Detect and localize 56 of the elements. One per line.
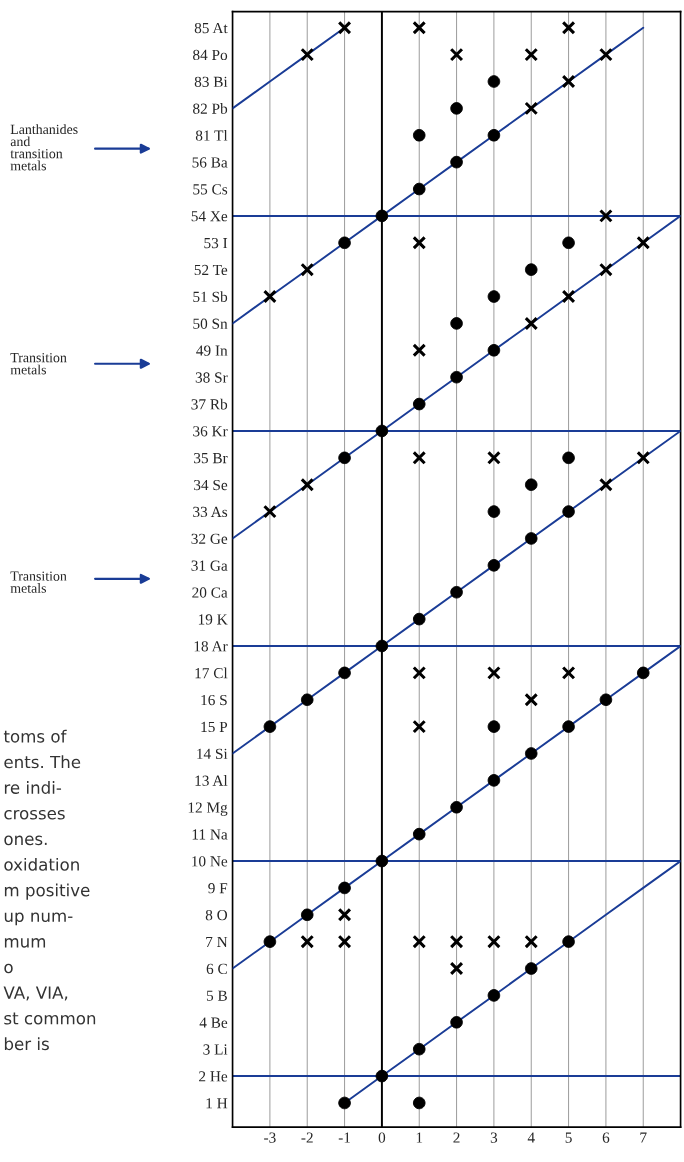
y-tick-label: 13 Al [195,775,228,786]
x-tick-label: -1 [338,1132,351,1143]
y-tick-label: 1 H [206,1098,228,1109]
y-tick-label: 12 Mg [188,802,228,816]
y-tick-label: 83 Bi [194,76,228,87]
x-tick-label: 5 [565,1132,572,1143]
text: Transition metals [10,571,67,593]
y-tick-label: 36 Kr [193,426,228,437]
y-tick-label: 33 As [193,506,228,518]
y-tick-label: 49 In [196,345,228,356]
y-tick-label: 14 Si [197,748,228,759]
x-tick-label: 1 [416,1132,423,1143]
y-tick-label: 56 Ba [192,157,228,168]
y-tick-label: 16 S [201,694,227,706]
y-tick-label: 37 Rb [191,398,228,410]
y-tick-label: 35 Br [194,453,228,464]
y-tick-label: 15 P [201,721,228,733]
y-tick-label: 5 B [206,990,227,1001]
y-tick-label: 10 Ne [192,856,228,867]
x-tick-label: -3 [264,1132,276,1143]
y-tick-label: 52 Te [194,264,228,276]
y-tick-label: 38 Sr [195,372,228,383]
y-tick-label: 3 Li [203,1044,228,1055]
y-tick-label: 8 O [205,909,228,921]
y-tick-label: 82 Pb [193,103,228,114]
x-tick-label: 2 [453,1132,460,1143]
y-tick-label: 6 C [206,963,227,974]
y-tick-label: 50 Sn [193,318,228,329]
y-tick-label: 54 Xe [191,211,228,222]
y-tick-label: 2 He [199,1071,228,1082]
text: toms of ents. The re indi- crosses ones. oxidation m positive up num- mum o VA, VIA, st common ber is [3,729,96,1051]
y-tick-label: 17 Cl [195,667,228,679]
y-tick-label: 51 Sb [193,291,228,302]
x-tick-label: -2 [301,1132,313,1143]
y-tick-label: 84 Po [193,49,228,61]
y-tick-label: 20 Ca [192,587,228,598]
y-tick-label: 19 K [198,614,228,625]
x-tick-label: 4 [527,1132,535,1143]
y-tick-label: 7 N [206,936,228,947]
x-tick-label: 6 [602,1132,610,1143]
y-tick-label: 4 Be [199,1017,228,1028]
y-tick-label: 85 At [194,22,228,34]
x-tick-label: 0 [378,1132,386,1143]
y-tick-label: 11 Na [192,829,228,840]
x-tick-label: 7 [640,1132,647,1143]
y-tick-label: 32 Ge [191,533,228,544]
text: Lanthanides and transition metals [10,124,78,171]
y-tick-label: 55 Cs [193,184,228,195]
text: Transition metals [10,352,67,375]
y-tick-label: 31 Ga [191,560,228,571]
y-tick-label: 53 I [204,237,228,249]
y-tick-label: 18 Ar [194,641,228,652]
y-tick-label: 81 Tl [195,129,228,141]
y-tick-label: 34 Se [194,479,228,491]
y-tick-label: 9 F [208,883,228,894]
x-tick-label: 3 [490,1132,498,1143]
